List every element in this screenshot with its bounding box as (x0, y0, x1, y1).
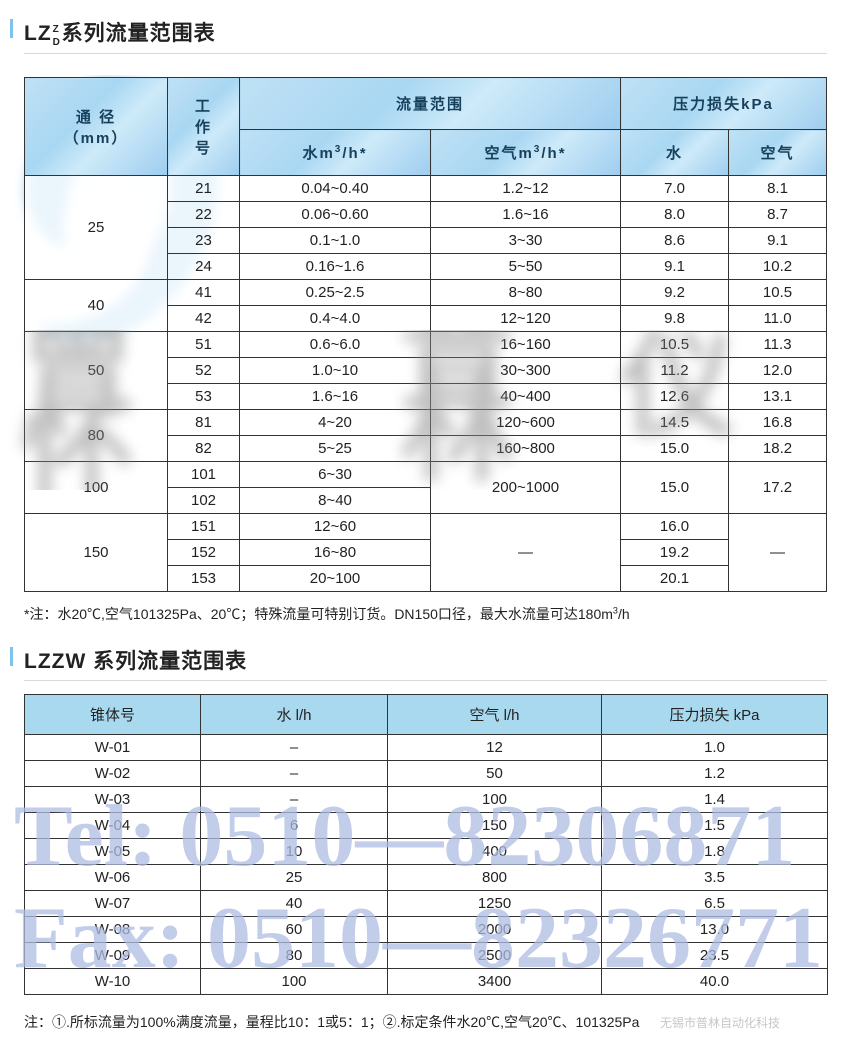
svg-text:怀: 怀 (20, 387, 135, 490)
svg-text:仪: 仪 (619, 330, 735, 450)
svg-text:林: 林 (400, 367, 515, 490)
